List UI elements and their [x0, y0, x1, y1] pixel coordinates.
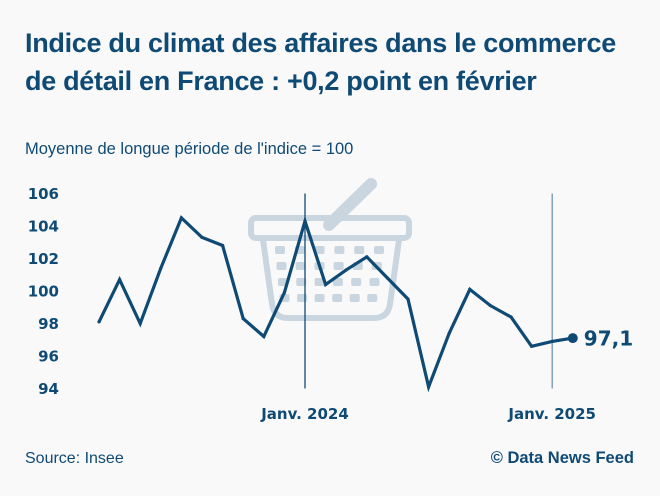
source-note: Source: Insee — [25, 450, 124, 467]
basket-mesh-cell — [369, 278, 380, 286]
y-tick-label: 104 — [28, 218, 59, 236]
data-point — [303, 219, 307, 223]
basket-mesh-cell — [314, 246, 325, 254]
x-tick-label: Janv. 2024 — [260, 405, 349, 423]
x-tick-label: Janv. 2025 — [507, 405, 596, 423]
data-point — [138, 321, 142, 326]
data-point — [488, 304, 492, 308]
y-tick-label: 94 — [38, 380, 59, 398]
chart-title: Indice du climat des affaires dans le co… — [25, 28, 616, 96]
basket-mesh-cell — [295, 262, 306, 270]
data-point — [509, 315, 513, 319]
data-point — [344, 268, 348, 272]
data-point — [447, 331, 451, 335]
chart-subtitle: Moyenne de longue période de l'indice = … — [25, 140, 354, 158]
series-line — [97, 215, 574, 393]
basket-mesh-cell — [349, 294, 360, 302]
basket-mesh-cell — [314, 294, 325, 302]
data-point — [406, 297, 410, 301]
basket-mesh-cell — [374, 246, 384, 254]
y-tick-label: 106 — [28, 185, 59, 203]
shopping-basket-icon — [248, 178, 412, 321]
data-point — [282, 291, 286, 295]
data-point — [530, 344, 534, 348]
basket-mesh-cell — [276, 262, 287, 270]
basket-mesh-cell — [333, 262, 344, 270]
y-tick-label: 100 — [28, 283, 59, 301]
end-value-label: 97,1 — [584, 327, 633, 351]
data-point — [550, 339, 554, 343]
credit-label: © Data News Feed — [490, 449, 634, 467]
y-tick-label: 98 — [38, 315, 59, 333]
data-point — [118, 278, 122, 282]
basket-mesh-cell — [314, 278, 325, 286]
data-point — [179, 216, 183, 220]
basket-mesh-cell — [334, 246, 345, 254]
basket-mesh-cell — [367, 294, 378, 302]
data-point — [468, 287, 472, 291]
basket-mesh-cell — [332, 278, 343, 286]
basket-mesh-cell — [332, 294, 343, 302]
basket-mesh-cell — [354, 246, 365, 254]
y-tick-label: 96 — [38, 348, 59, 366]
basket-mesh-cell — [351, 278, 362, 286]
data-point — [262, 334, 266, 339]
basket-mesh-cell — [275, 246, 285, 254]
data-point — [365, 255, 369, 259]
end-point-marker — [567, 333, 578, 344]
y-tick-label: 102 — [28, 250, 59, 268]
data-point — [241, 317, 245, 321]
data-point — [221, 243, 225, 248]
data-point — [200, 235, 204, 239]
data-point — [427, 385, 431, 389]
data-point — [324, 282, 328, 287]
data-point — [97, 320, 101, 324]
data-point — [385, 276, 389, 280]
data-point — [159, 266, 163, 270]
basket-mesh-cell — [296, 278, 307, 286]
